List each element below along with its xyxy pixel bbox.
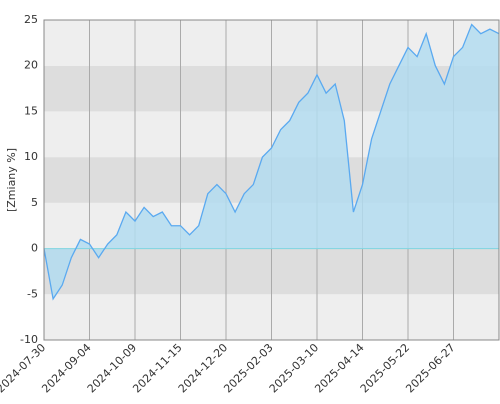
- y-tick-label: 0: [31, 242, 38, 255]
- x-tick-label: 2025-06-27: [403, 341, 457, 395]
- y-tick-label: 25: [24, 13, 38, 26]
- y-tick-label: 10: [24, 150, 38, 163]
- line: [43, 23, 500, 301]
- y-tick-label: 20: [24, 59, 38, 72]
- y-tick-label: 15: [24, 104, 38, 117]
- plot-frame: [43, 19, 500, 341]
- area: [44, 24, 499, 299]
- y-axis-label: [Zmiany %]: [5, 148, 18, 212]
- y-tick-label: -5: [27, 287, 38, 300]
- y-tick-label: 5: [31, 196, 38, 209]
- y-tick-label: -10: [20, 333, 38, 346]
